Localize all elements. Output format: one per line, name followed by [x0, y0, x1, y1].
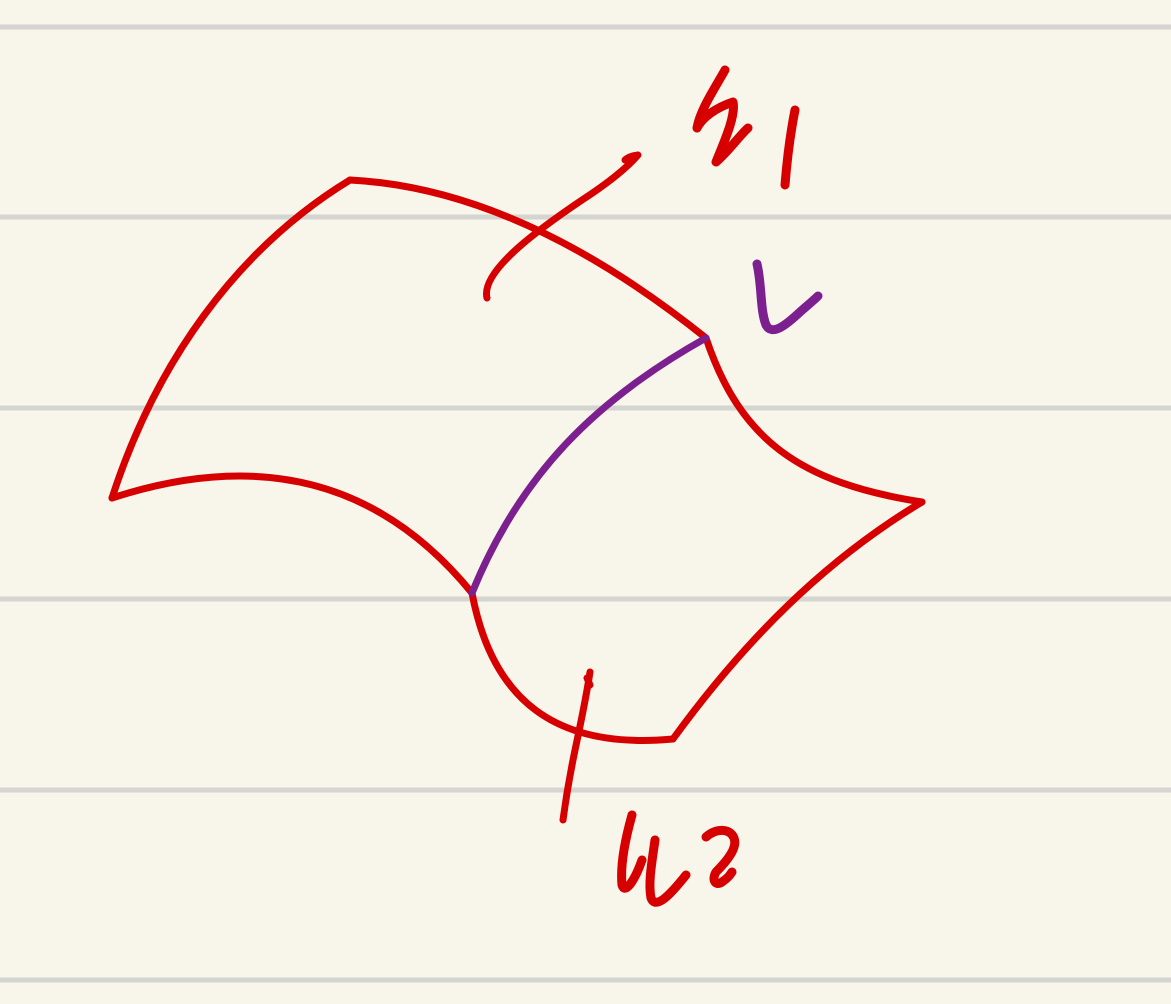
patch-left-edge: [108, 176, 354, 502]
label-u2-u-glyph: [617, 810, 691, 907]
patch-top-edge: [346, 176, 710, 342]
label-v-glyph: [752, 259, 823, 335]
label-u1: u1: [692, 65, 800, 190]
patch-bottom-edge: [468, 589, 677, 744]
label-u2-two-glyph: [701, 825, 740, 888]
label-u1-one-glyph: [780, 105, 800, 190]
v-coordinate-curve: [468, 334, 710, 597]
u2-coordinate-curve: [559, 668, 594, 824]
patch-right-lower-edge: [669, 498, 926, 743]
ruled-lines: [0, 24, 1171, 983]
patch-bottom-left-edge: [108, 472, 476, 597]
label-v: v: [752, 259, 823, 335]
label-u1-u-glyph: [692, 65, 753, 167]
label-u2: u2: [617, 810, 740, 907]
u1-coordinate-curve: [483, 151, 642, 302]
patch-right-upper-edge: [702, 334, 926, 506]
surface-patch: [108, 176, 926, 744]
